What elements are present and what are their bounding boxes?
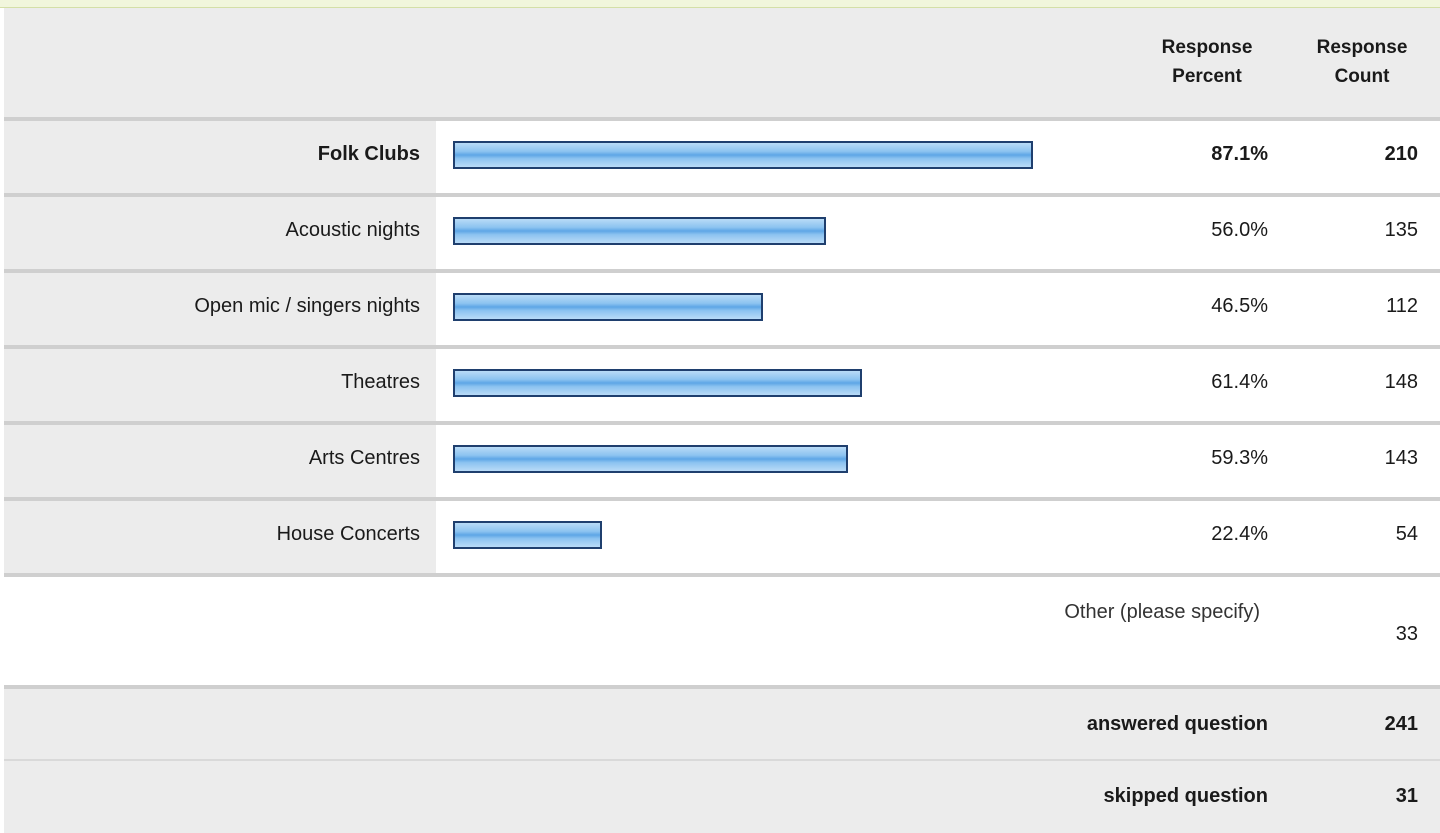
- response-bar: [453, 521, 602, 549]
- response-percent: 61.4%: [1211, 371, 1268, 393]
- response-percent: 87.1%: [1211, 143, 1268, 165]
- response-count-header: Response Count: [1292, 33, 1432, 91]
- percent-header-line2: Percent: [1172, 66, 1242, 87]
- answer-label: Acoustic nights: [285, 219, 420, 241]
- survey-results-table: Response Percent Response Count Folk Clu…: [4, 8, 1440, 833]
- answer-row: Open mic / singers nights 46.5% 112: [4, 269, 1440, 345]
- answer-label: Arts Centres: [308, 447, 420, 469]
- answer-label-cell: Open mic / singers nights: [4, 273, 436, 345]
- answer-row: Folk Clubs 87.1% 210: [4, 117, 1440, 193]
- other-row: Other (please specify) 33: [4, 573, 1440, 685]
- response-bar: [453, 293, 763, 321]
- response-bar: [453, 369, 862, 397]
- answer-label-cell: Theatres: [4, 349, 436, 421]
- top-strip: [0, 0, 1440, 8]
- answer-label: Theatres: [341, 371, 420, 393]
- response-count: 210: [1384, 143, 1418, 165]
- response-count: 148: [1384, 371, 1418, 393]
- table-header: Response Percent Response Count: [4, 8, 1440, 117]
- answered-count: 241: [1384, 713, 1418, 735]
- response-count: 135: [1384, 219, 1418, 241]
- skipped-row: skipped question 31: [4, 759, 1440, 833]
- response-bar: [453, 141, 1033, 169]
- other-count: 33: [1395, 623, 1418, 645]
- answer-row: Arts Centres 59.3% 143: [4, 421, 1440, 497]
- answer-label-cell: House Concerts: [4, 501, 436, 573]
- response-percent: 59.3%: [1211, 447, 1268, 469]
- answered-label: answered question: [1086, 713, 1268, 735]
- answer-label: Folk Clubs: [317, 143, 420, 165]
- answer-label-cell: Arts Centres: [4, 425, 436, 497]
- response-count: 112: [1386, 295, 1418, 317]
- skipped-count: 31: [1395, 785, 1418, 807]
- response-count: 143: [1384, 447, 1418, 469]
- response-count: 54: [1395, 523, 1418, 545]
- response-bar: [453, 217, 826, 245]
- response-bar: [453, 445, 848, 473]
- response-percent: 22.4%: [1211, 523, 1268, 545]
- response-percent: 56.0%: [1211, 219, 1268, 241]
- other-label[interactable]: Other (please specify): [1064, 601, 1260, 623]
- answer-label: Open mic / singers nights: [194, 295, 420, 317]
- response-percent: 46.5%: [1211, 295, 1268, 317]
- answer-row: House Concerts 22.4% 54: [4, 497, 1440, 573]
- answer-label-cell: Acoustic nights: [4, 197, 436, 269]
- answer-label-cell: Folk Clubs: [4, 121, 436, 193]
- answer-row: Theatres 61.4% 148: [4, 345, 1440, 421]
- answer-label: House Concerts: [276, 523, 420, 545]
- answered-row: answered question 241: [4, 685, 1440, 759]
- count-header-line1: Response: [1316, 37, 1408, 58]
- answer-rows: Folk Clubs 87.1% 210 Acoustic nights 56.0% 13…: [4, 117, 1440, 573]
- percent-header-line1: Response: [1161, 37, 1253, 58]
- count-header-line2: Count: [1334, 66, 1390, 87]
- answer-row: Acoustic nights 56.0% 135: [4, 193, 1440, 269]
- skipped-label: skipped question: [1103, 785, 1268, 807]
- response-percent-header: Response Percent: [1137, 33, 1277, 91]
